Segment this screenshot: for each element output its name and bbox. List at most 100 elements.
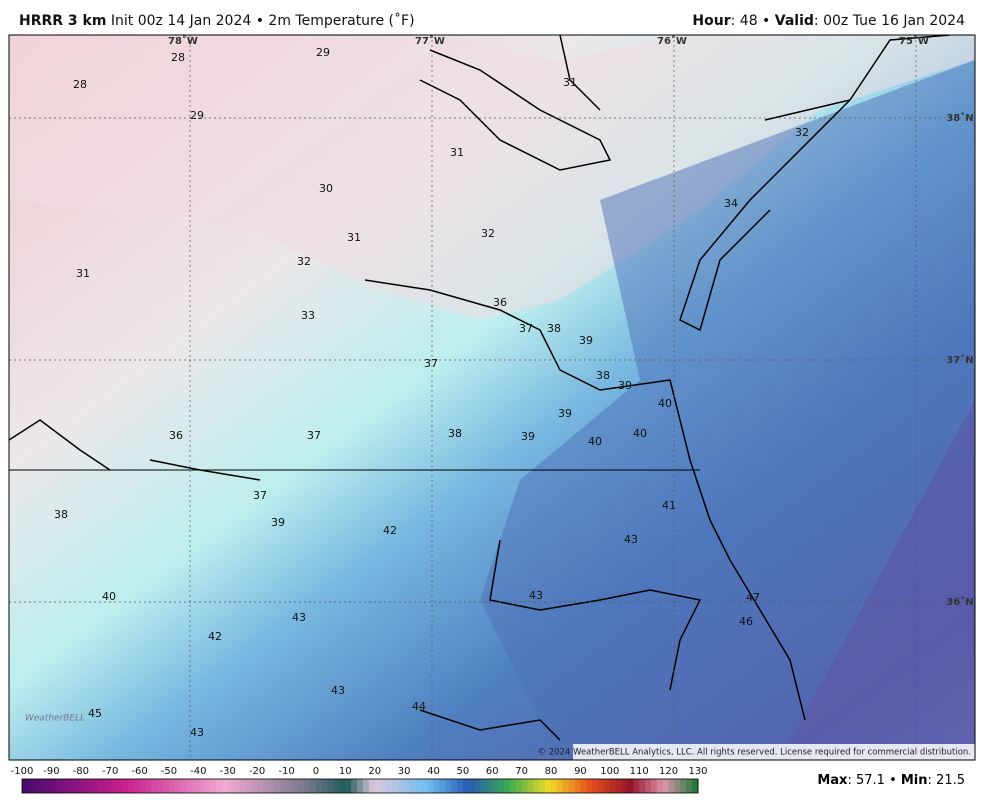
- station-value: 36: [493, 296, 507, 309]
- colorbar-cell: [110, 779, 117, 793]
- colorbar-cell: [298, 779, 305, 793]
- colorbar-cell: [603, 779, 611, 793]
- station-value: 42: [383, 524, 397, 537]
- colorbar-cell: [321, 779, 329, 793]
- colorbar-tick-label: 50: [457, 766, 470, 777]
- station-value: 31: [76, 267, 90, 280]
- colorbar-cell: [168, 779, 176, 793]
- station-value: 40: [102, 590, 116, 603]
- colorbar-cell: [668, 779, 675, 793]
- colorbar-cell: [33, 779, 41, 793]
- station-value: 39: [558, 407, 572, 420]
- logo: WeatherBELL: [25, 714, 85, 724]
- colorbar-cell: [92, 779, 99, 793]
- colorbar-cell: [74, 779, 82, 793]
- colorbar-cell: [427, 779, 434, 793]
- colorbar-cell: [174, 779, 182, 793]
- station-value: 33: [301, 309, 315, 322]
- colorbar-cell: [268, 779, 276, 793]
- colorbar-cell: [398, 779, 405, 793]
- colorbar-cell: [656, 779, 664, 793]
- colorbar-cell: [310, 779, 317, 793]
- lon-label: 75˚W: [899, 35, 929, 47]
- colorbar-cell: [127, 779, 135, 793]
- colorbar-cell: [345, 779, 352, 793]
- colorbar-cell: [521, 779, 529, 793]
- colorbar-cell: [633, 779, 640, 793]
- map: 28 29 28 29 31 32 31 30 34 31 32 31 32 36 33 37 38 39 37 38…: [9, 35, 975, 760]
- colorbar-cell: [51, 779, 58, 793]
- station-value: 42: [208, 630, 222, 643]
- station-value: 28: [171, 51, 185, 64]
- station-value: 39: [618, 379, 632, 392]
- station-value: 45: [88, 707, 102, 720]
- max-min: Max: 57.1 • Min: 21.5: [817, 773, 965, 788]
- lat-label: 37˚N: [946, 354, 973, 366]
- station-value: 38: [547, 322, 561, 335]
- colorbar-cell: [98, 779, 105, 793]
- colorbar-cell: [227, 779, 235, 793]
- colorbar-tick-label: 130: [688, 766, 707, 777]
- station-value: 31: [347, 231, 361, 244]
- colorbar-cell: [639, 779, 646, 793]
- colorbar-cell: [492, 779, 499, 793]
- station-value: 38: [54, 508, 68, 521]
- colorbar-cell: [145, 779, 152, 793]
- colorbar-cell: [116, 779, 123, 793]
- colorbar-cell: [333, 779, 340, 793]
- colorbar-tick-label: 10: [339, 766, 352, 777]
- colorbar-cell: [650, 779, 658, 793]
- colorbar-cell: [662, 779, 670, 793]
- lat-label: 36˚N: [946, 596, 973, 608]
- colorbar-tick-label: 70: [515, 766, 528, 777]
- colorbar-tick-label: 110: [630, 766, 649, 777]
- colorbar-cell: [245, 779, 252, 793]
- colorbar-cell: [63, 779, 70, 793]
- colorbar-tick-label: -80: [73, 766, 89, 777]
- station-value: 41: [662, 499, 676, 512]
- station-value: 31: [563, 76, 577, 89]
- station-value: 43: [529, 589, 543, 602]
- colorbar-cell: [121, 779, 129, 793]
- colorbar-cell: [692, 779, 699, 793]
- colorbar-cell: [151, 779, 158, 793]
- colorbar-tick-label: -90: [43, 766, 59, 777]
- colorbar-cell: [574, 779, 581, 793]
- colorbar-cell: [386, 779, 393, 793]
- colorbar-cell: [686, 779, 693, 793]
- lon-label: 76˚W: [657, 35, 687, 47]
- colorbar-tick-label: -10: [278, 766, 294, 777]
- station-value: 47: [746, 591, 760, 604]
- colorbar-cell: [104, 779, 111, 793]
- colorbar: -100 -90 -80 -70 -60 -50 -40 -30 -20 -10 0 10 20 30 40…: [11, 766, 708, 794]
- colorbar-cell: [192, 779, 199, 793]
- station-value: 43: [331, 684, 345, 697]
- colorbar-tick-label: -50: [161, 766, 177, 777]
- colorbar-tick-label: 40: [427, 766, 440, 777]
- colorbar-cell: [286, 779, 293, 793]
- colorbar-cell: [221, 779, 229, 793]
- station-value: 38: [448, 427, 462, 440]
- colorbar-tick-label: -20: [249, 766, 265, 777]
- colorbar-cell: [504, 779, 511, 793]
- colorbar-cell: [80, 779, 88, 793]
- colorbar-cell: [556, 779, 564, 793]
- colorbar-cell: [609, 779, 617, 793]
- station-value: 36: [169, 429, 183, 442]
- station-value: 43: [624, 533, 638, 546]
- colorbar-cell: [27, 779, 35, 793]
- lon-label: 77˚W: [415, 35, 445, 47]
- colorbar-cell: [351, 779, 358, 793]
- colorbar-cell: [598, 779, 605, 793]
- colorbar-cell: [456, 779, 464, 793]
- colorbar-tick-label: 120: [659, 766, 678, 777]
- colorbar-cell: [474, 779, 482, 793]
- colorbar-cell: [415, 779, 423, 793]
- copyright: © 2024 WeatherBELL Analytics, LLC. All r…: [538, 748, 971, 758]
- colorbar-cell: [392, 779, 399, 793]
- station-value: 29: [190, 109, 204, 122]
- station-value: 29: [316, 46, 330, 59]
- station-value: 39: [579, 334, 593, 347]
- colorbar-cell: [545, 779, 552, 793]
